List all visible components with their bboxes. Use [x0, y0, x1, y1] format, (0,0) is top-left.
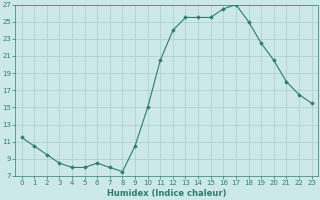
X-axis label: Humidex (Indice chaleur): Humidex (Indice chaleur) [107, 189, 226, 198]
